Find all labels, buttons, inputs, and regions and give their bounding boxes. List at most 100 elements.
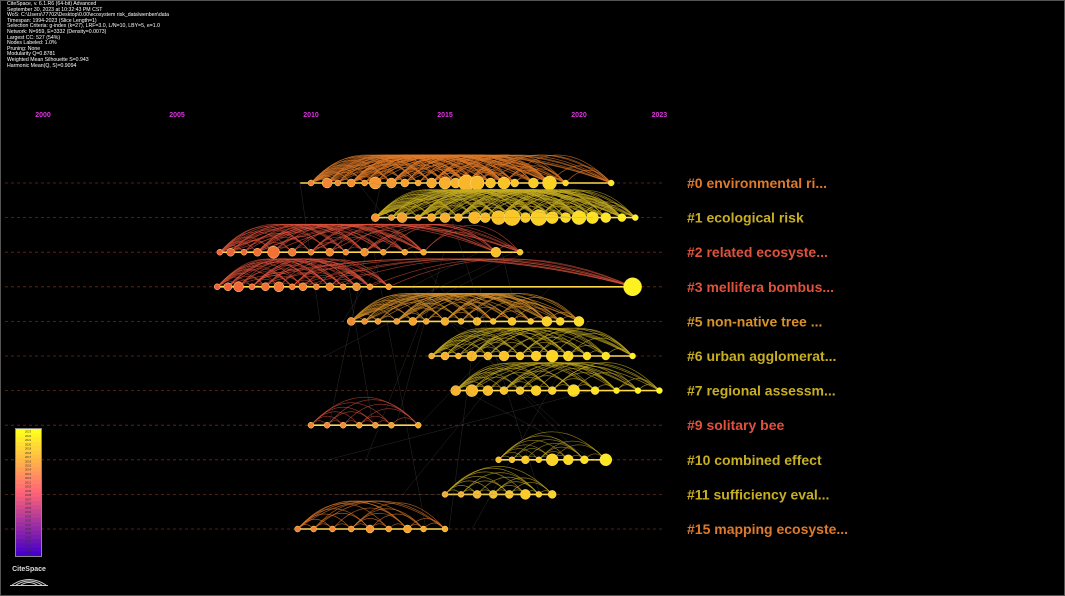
reference-node[interactable]	[573, 316, 585, 327]
reference-node[interactable]	[253, 247, 262, 257]
reference-node[interactable]	[287, 247, 297, 257]
reference-node[interactable]	[388, 421, 395, 429]
reference-node[interactable]	[465, 384, 479, 397]
reference-node[interactable]	[490, 246, 502, 258]
reference-node[interactable]	[545, 349, 559, 363]
cluster-label[interactable]: #6 urban agglomerat...	[687, 348, 836, 364]
reference-node[interactable]	[535, 456, 543, 464]
reference-node[interactable]	[420, 525, 427, 533]
reference-node[interactable]	[248, 283, 256, 291]
reference-node[interactable]	[380, 248, 387, 256]
reference-node[interactable]	[393, 318, 401, 325]
reference-node[interactable]	[600, 212, 612, 223]
reference-node[interactable]	[515, 351, 525, 361]
reference-node[interactable]	[535, 491, 543, 498]
reference-node[interactable]	[307, 248, 315, 256]
reference-node[interactable]	[440, 317, 450, 326]
reference-node[interactable]	[386, 177, 397, 189]
cluster-row[interactable]	[5, 431, 662, 467]
reference-node[interactable]	[613, 387, 620, 394]
reference-node[interactable]	[510, 178, 519, 188]
reference-node[interactable]	[441, 525, 449, 533]
reference-node[interactable]	[346, 178, 356, 188]
reference-node[interactable]	[623, 277, 642, 297]
reference-node[interactable]	[216, 248, 224, 256]
reference-node[interactable]	[400, 178, 410, 188]
reference-node[interactable]	[632, 214, 639, 221]
reference-node[interactable]	[288, 283, 296, 291]
cluster-label[interactable]: #1 ecological risk	[687, 210, 804, 226]
reference-node[interactable]	[365, 524, 375, 534]
reference-node[interactable]	[426, 177, 437, 189]
reference-node[interactable]	[422, 318, 430, 325]
reference-node[interactable]	[325, 282, 335, 292]
cluster-label[interactable]: #0 environmental ri...	[687, 175, 827, 191]
cluster-label[interactable]: #2 related ecosyste...	[687, 244, 828, 260]
reference-node[interactable]	[372, 421, 379, 429]
reference-node[interactable]	[520, 489, 531, 500]
cluster-label[interactable]: #11 sufficiency eval...	[687, 486, 829, 502]
reference-node[interactable]	[360, 247, 369, 257]
reference-node[interactable]	[352, 282, 361, 292]
reference-node[interactable]	[223, 282, 233, 292]
reference-node[interactable]	[483, 351, 493, 361]
cluster-label[interactable]: #3 mellifera bombus...	[687, 279, 834, 295]
reference-node[interactable]	[403, 524, 412, 534]
reference-node[interactable]	[401, 248, 409, 256]
reference-node[interactable]	[521, 455, 530, 465]
reference-node[interactable]	[427, 213, 436, 222]
reference-node[interactable]	[385, 283, 392, 291]
reference-node[interactable]	[267, 245, 280, 259]
reference-node[interactable]	[325, 247, 335, 257]
reference-node[interactable]	[369, 176, 382, 190]
reference-node[interactable]	[530, 350, 542, 362]
reference-node[interactable]	[457, 318, 465, 325]
reference-node[interactable]	[590, 386, 600, 395]
reference-node[interactable]	[261, 282, 270, 292]
reference-node[interactable]	[562, 179, 569, 187]
reference-node[interactable]	[371, 213, 380, 222]
reference-node[interactable]	[321, 177, 333, 189]
reference-node[interactable]	[563, 454, 574, 466]
reference-node[interactable]	[454, 213, 463, 222]
reference-node[interactable]	[563, 350, 574, 362]
reference-node[interactable]	[347, 525, 355, 533]
reference-node[interactable]	[226, 247, 235, 257]
reference-node[interactable]	[414, 214, 422, 221]
reference-node[interactable]	[541, 316, 553, 327]
reference-node[interactable]	[547, 490, 557, 499]
reference-node[interactable]	[374, 318, 382, 325]
reference-node[interactable]	[469, 175, 485, 191]
reference-node[interactable]	[294, 525, 301, 533]
reference-node[interactable]	[420, 248, 427, 256]
cluster-label[interactable]: #10 combined effect	[687, 452, 822, 468]
cluster-row[interactable]	[5, 258, 662, 297]
reference-node[interactable]	[388, 214, 395, 221]
reference-node[interactable]	[472, 317, 482, 326]
reference-node[interactable]	[545, 453, 559, 467]
cluster-row[interactable]	[5, 500, 662, 534]
reference-node[interactable]	[516, 248, 524, 256]
reference-node[interactable]	[507, 317, 517, 326]
reference-node[interactable]	[580, 455, 589, 465]
reference-node[interactable]	[599, 453, 613, 467]
reference-node[interactable]	[656, 387, 663, 394]
reference-node[interactable]	[334, 179, 342, 187]
reference-node[interactable]	[582, 351, 592, 361]
reference-node[interactable]	[440, 351, 450, 361]
cluster-label[interactable]: #15 mapping ecosyste...	[687, 521, 848, 537]
reference-node[interactable]	[547, 386, 557, 395]
reference-node[interactable]	[439, 212, 451, 223]
reference-node[interactable]	[240, 248, 248, 256]
cluster-label[interactable]: #9 solitary bee	[687, 417, 784, 433]
reference-node[interactable]	[329, 525, 336, 533]
reference-node[interactable]	[233, 281, 244, 293]
reference-node[interactable]	[323, 421, 331, 429]
reference-node[interactable]	[489, 318, 497, 325]
reference-node[interactable]	[601, 351, 611, 361]
reference-node[interactable]	[527, 318, 535, 325]
reference-node[interactable]	[385, 525, 392, 533]
reference-node[interactable]	[414, 421, 422, 429]
reference-node[interactable]	[455, 352, 462, 360]
reference-node[interactable]	[567, 384, 580, 397]
